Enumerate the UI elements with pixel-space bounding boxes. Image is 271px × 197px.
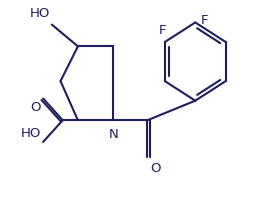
Text: F: F	[159, 24, 166, 37]
Text: F: F	[201, 14, 208, 27]
Text: O: O	[30, 101, 41, 114]
Text: O: O	[151, 162, 161, 175]
Text: HO: HO	[29, 7, 50, 20]
Text: N: N	[109, 128, 119, 141]
Text: HO: HO	[21, 127, 41, 140]
